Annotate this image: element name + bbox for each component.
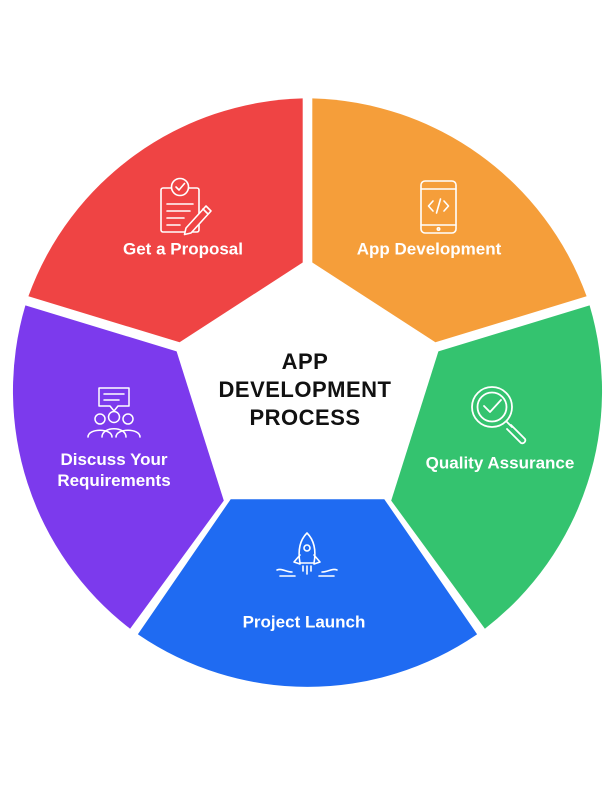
segment-discuss-requirements [12,305,224,629]
magnifier-check-icon [471,386,527,445]
center-title: APP DEVELOPMENT PROCESS [195,348,415,432]
center-title-line-2: DEVELOPMENT [218,377,392,402]
center-title-line-1: APP [281,349,329,374]
label-project-launch: Project Launch [242,612,366,632]
segment-app-development [312,98,587,343]
segment-quality-assurance [391,305,603,629]
label-discuss-line-2: Requirements [57,471,171,490]
segment-get-a-proposal [28,98,303,343]
proposal-document-icon [160,177,212,236]
label-discuss-line-1: Discuss Your [60,450,168,469]
team-discussion-icon [87,387,141,438]
label-get-a-proposal: Get a Proposal [123,239,243,259]
label-app-development: App Development [356,239,502,259]
center-title-line-3: PROCESS [249,405,361,430]
label-quality-assurance: Quality Assurance [425,453,575,473]
mobile-code-icon [420,180,457,234]
segment-project-launch [137,499,478,687]
rocket-icon [276,532,338,577]
label-discuss-requirements: Discuss Your Requirements [57,449,170,491]
